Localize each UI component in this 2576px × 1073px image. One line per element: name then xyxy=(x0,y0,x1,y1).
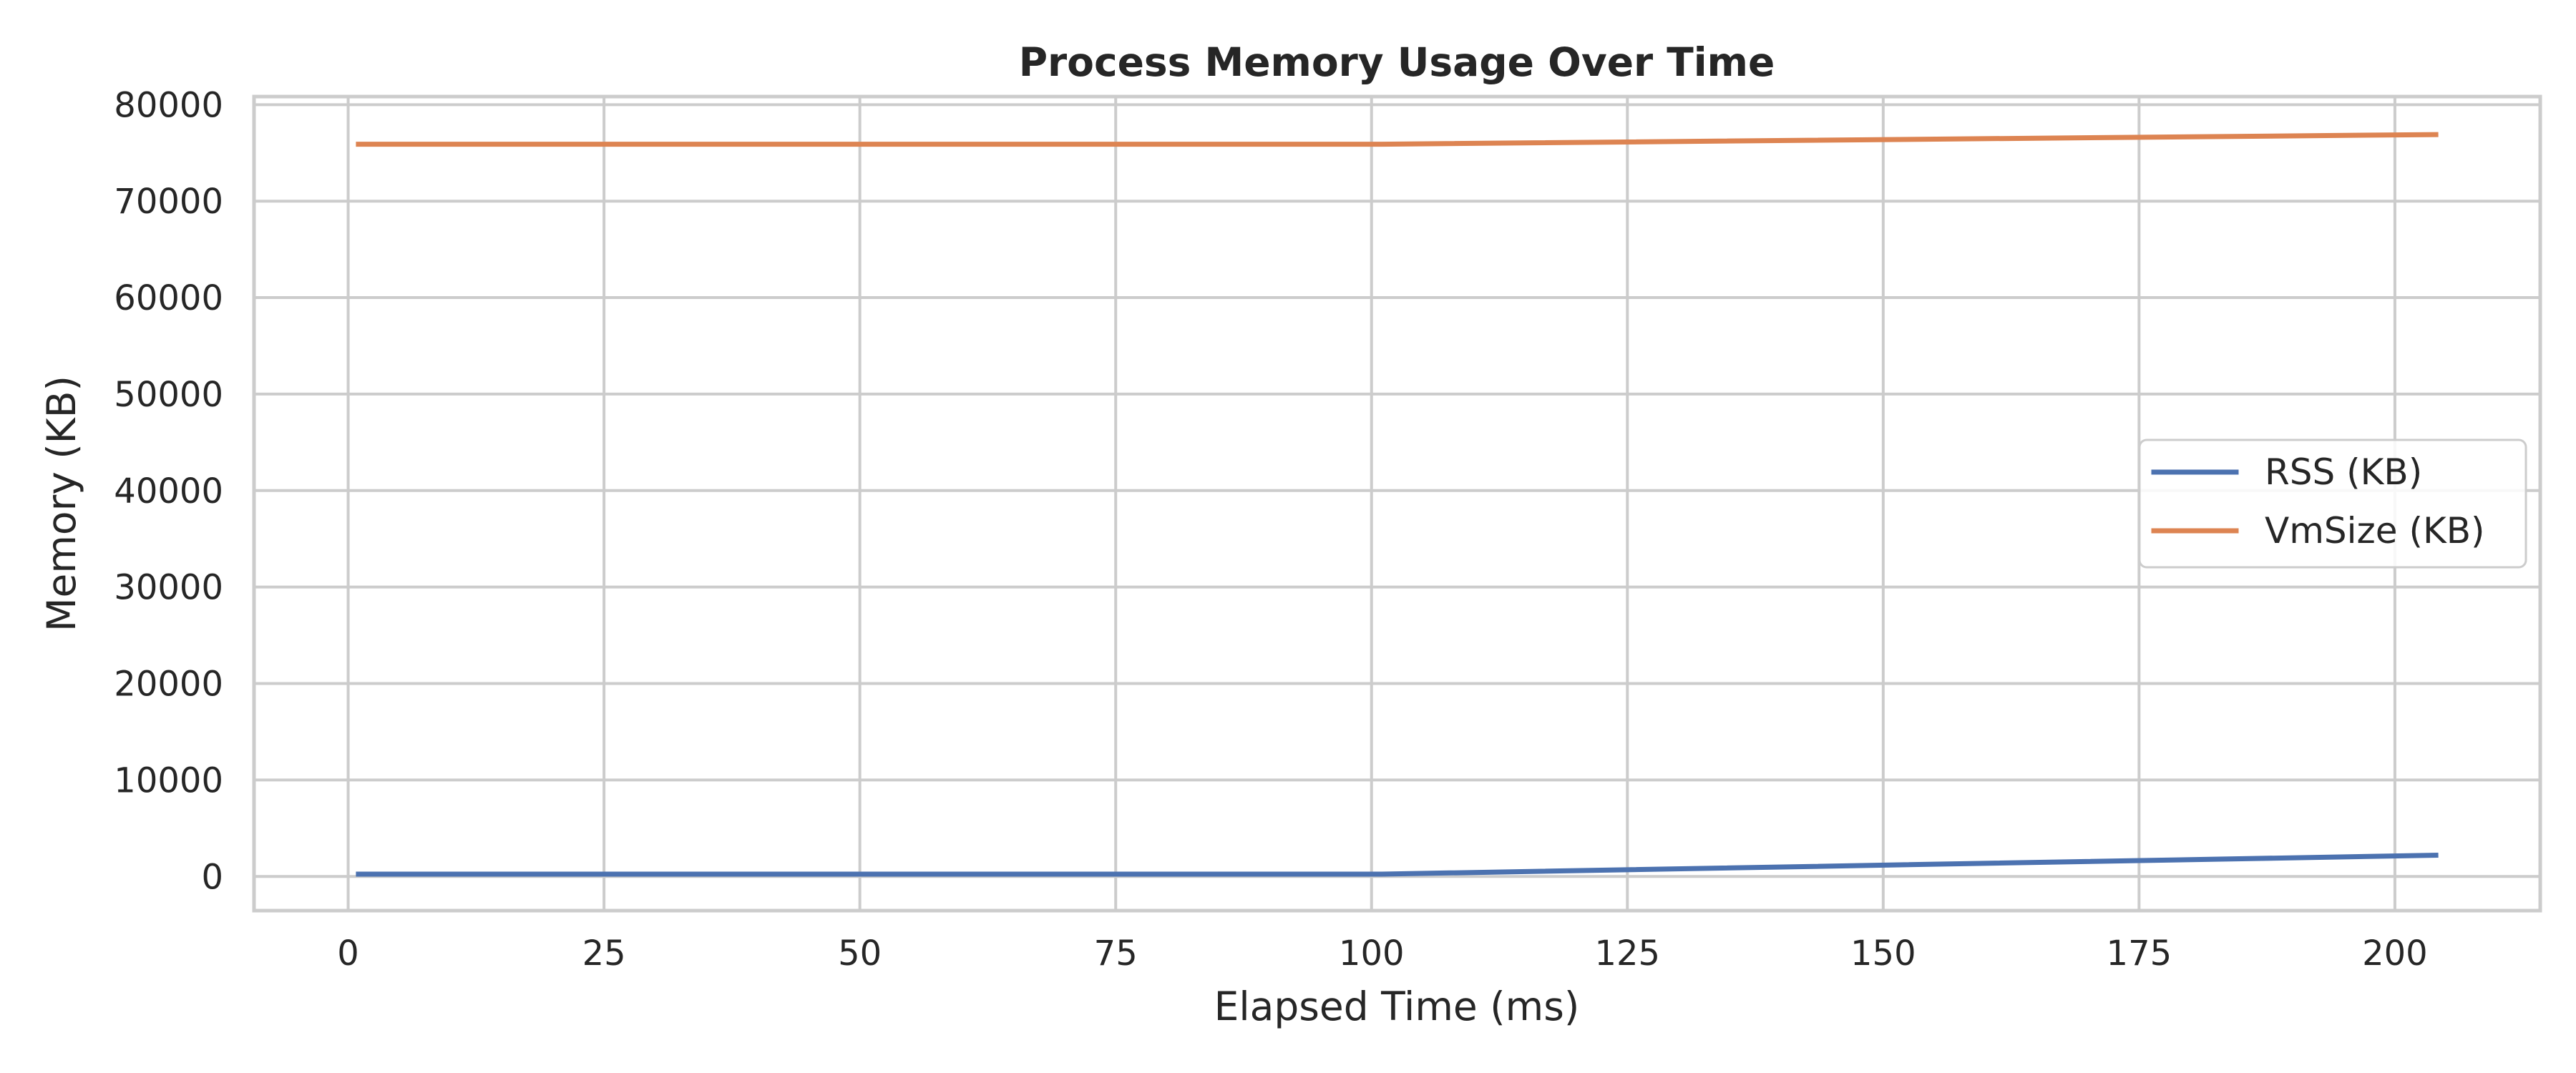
y-tick-label: 30000 xyxy=(114,568,223,608)
x-tick-label: 100 xyxy=(1339,934,1405,974)
x-tick-label: 125 xyxy=(1594,934,1660,974)
y-tick-label: 0 xyxy=(201,857,223,897)
series-line-vmsize xyxy=(356,132,2439,147)
x-tick-label: 175 xyxy=(2107,934,2172,974)
y-tick-label: 70000 xyxy=(114,182,223,222)
x-tick-label: 50 xyxy=(838,934,882,974)
grid-lines xyxy=(254,97,2540,911)
y-tick-label: 60000 xyxy=(114,278,223,318)
chart-title: Process Memory Usage Over Time xyxy=(1019,39,1775,85)
y-tick-label: 20000 xyxy=(114,665,223,705)
x-tick-label: 25 xyxy=(582,934,626,974)
y-tick-label: 50000 xyxy=(114,375,223,415)
plot-area-frame xyxy=(252,94,2542,913)
y-tick-label: 40000 xyxy=(114,471,223,511)
tick-labels: 0 25 50 75 100 125 150 175 200 0 10000 20000 30000 40… xyxy=(114,85,2427,974)
x-tick-label: 0 xyxy=(337,934,359,974)
x-tick-label: 150 xyxy=(1850,934,1916,974)
x-axis-label: Elapsed Time (ms) xyxy=(1214,984,1580,1029)
y-tick-label: 80000 xyxy=(114,85,223,125)
x-tick-label: 75 xyxy=(1094,934,1138,974)
legend: RSS (KB) VmSize (KB) xyxy=(2138,438,2527,569)
x-tick-label: 200 xyxy=(2362,934,2428,974)
legend-label-vmsize: VmSize (KB) xyxy=(2265,510,2485,552)
y-axis-label: Memory (KB) xyxy=(39,376,84,632)
legend-label-rss: RSS (KB) xyxy=(2265,451,2422,493)
series-line-rss xyxy=(356,853,2439,877)
y-tick-label: 10000 xyxy=(114,760,223,800)
series-lines xyxy=(356,132,2439,877)
